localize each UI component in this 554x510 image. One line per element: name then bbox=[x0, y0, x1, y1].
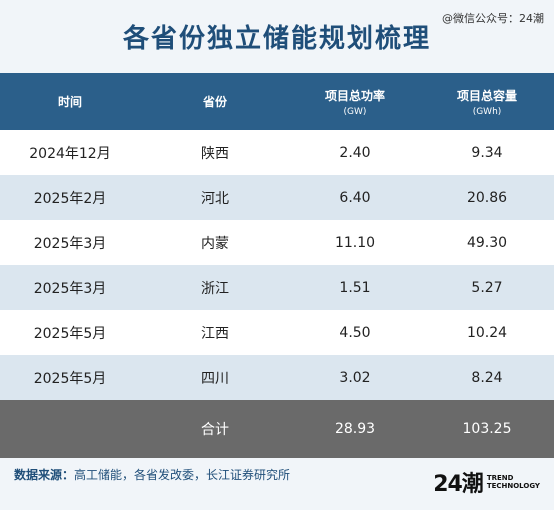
total-capacity: 103.25 bbox=[462, 421, 512, 437]
data-source-label: 数据来源： bbox=[14, 468, 75, 482]
table-row: 2024年12月 陕西 2.40 9.34 bbox=[0, 130, 554, 175]
table-row: 2025年5月 四川 3.02 8.24 bbox=[0, 355, 554, 400]
header-power-label: 项目总功率 bbox=[324, 88, 385, 103]
cell-time: 2025年3月 bbox=[33, 280, 107, 297]
page-title: 各省份独立储能规划梳理 bbox=[122, 24, 431, 54]
cell-province: 江西 bbox=[201, 325, 229, 342]
cell-power: 11.10 bbox=[334, 234, 376, 251]
header-capacity: 项目总容量 (GWh) bbox=[420, 87, 554, 117]
brand-logo: 24潮 TREND TECHNOLOGY bbox=[433, 466, 540, 498]
table-row: 2025年2月 河北 6.40 20.86 bbox=[0, 175, 554, 220]
planning-table: 时间 省份 项目总功率 (GW) 项目总容量 (GWh) 2024年12月 陕西… bbox=[0, 73, 554, 458]
cell-time: 2025年3月 bbox=[33, 235, 107, 252]
header-power-unit: (GW) bbox=[343, 106, 367, 117]
total-power: 28.93 bbox=[334, 421, 376, 437]
cell-capacity: 20.86 bbox=[466, 189, 508, 206]
cell-power: 3.02 bbox=[339, 369, 371, 386]
cell-power: 1.51 bbox=[339, 279, 371, 296]
cell-power: 6.40 bbox=[339, 189, 371, 206]
cell-time: 2025年2月 bbox=[33, 190, 107, 207]
table-row: 2025年3月 内蒙 11.10 49.30 bbox=[0, 220, 554, 265]
cell-capacity: 8.24 bbox=[471, 369, 503, 386]
header-province: 省份 bbox=[140, 93, 290, 110]
cell-capacity: 9.34 bbox=[471, 144, 503, 161]
cell-time: 2024年12月 bbox=[29, 145, 111, 162]
total-label: 合计 bbox=[201, 422, 229, 438]
table-header-row: 时间 省份 项目总功率 (GW) 项目总容量 (GWh) bbox=[0, 73, 554, 130]
header-time-label: 时间 bbox=[57, 95, 82, 109]
brand-tagline-line1: TREND bbox=[486, 474, 514, 482]
header-capacity-unit: (GWh) bbox=[472, 106, 502, 117]
cell-province: 四川 bbox=[201, 370, 229, 387]
table-row: 2025年5月 江西 4.50 10.24 bbox=[0, 310, 554, 355]
cell-capacity: 10.24 bbox=[466, 324, 508, 341]
cell-province: 陕西 bbox=[201, 145, 229, 162]
data-source-text: 高工储能，各省发改委，长江证券研究所 bbox=[74, 468, 291, 482]
brand-logo-mark: 24潮 bbox=[433, 472, 484, 497]
cell-capacity: 49.30 bbox=[466, 234, 508, 251]
brand-tagline-line2: TECHNOLOGY bbox=[486, 482, 540, 490]
watermark-text: @微信公众号：24潮 bbox=[442, 12, 544, 25]
header-time: 时间 bbox=[0, 93, 140, 110]
table-total-row: 合计 28.93 103.25 bbox=[0, 400, 554, 458]
header-province-label: 省份 bbox=[202, 95, 227, 109]
cell-time: 2025年5月 bbox=[33, 325, 107, 342]
header-power: 项目总功率 (GW) bbox=[290, 87, 420, 117]
cell-province: 内蒙 bbox=[201, 235, 229, 252]
cell-power: 2.40 bbox=[339, 144, 371, 161]
cell-time: 2025年5月 bbox=[33, 370, 107, 387]
cell-power: 4.50 bbox=[339, 324, 371, 341]
header-capacity-label: 项目总容量 bbox=[456, 88, 517, 103]
cell-province: 浙江 bbox=[201, 280, 229, 297]
cell-province: 河北 bbox=[201, 190, 229, 207]
data-source: 数据来源：高工储能，各省发改委，长江证券研究所 bbox=[14, 466, 290, 483]
cell-capacity: 5.27 bbox=[471, 279, 503, 296]
table-row: 2025年3月 浙江 1.51 5.27 bbox=[0, 265, 554, 310]
brand-tagline: TREND TECHNOLOGY bbox=[487, 474, 540, 490]
